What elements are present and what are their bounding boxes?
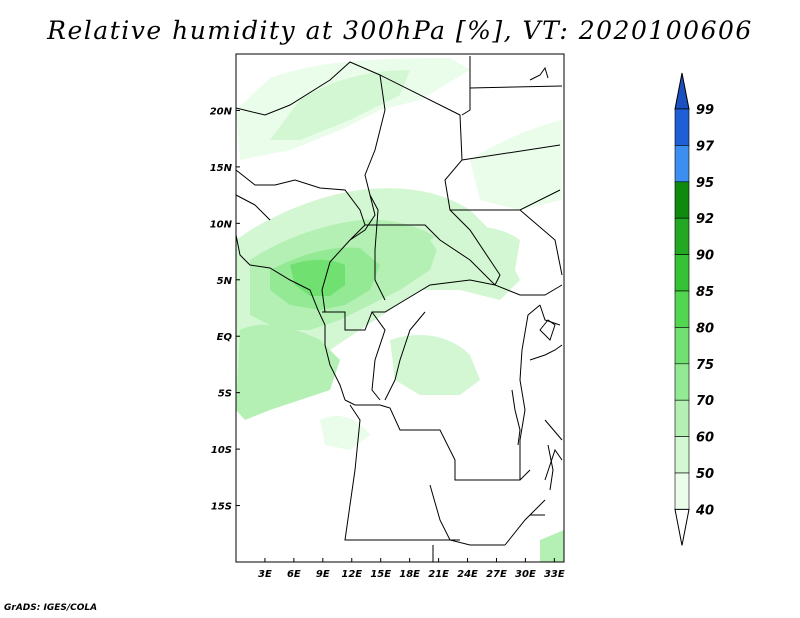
y-tick-label: 15S [211,502,232,513]
chart-title: Relative humidity at 300hPa [%], VT: 202… [47,16,753,45]
shade-south-west [236,324,340,420]
colorbar-label: 95 [696,176,714,191]
shade-central-south [390,335,480,395]
shade-east-patch [430,226,520,280]
colorbar-label: 80 [696,321,714,336]
border-line-16 [344,404,460,541]
country-borders [236,56,563,562]
colorbar-label: 85 [696,285,714,300]
border-line-7 [519,209,563,276]
border-line-5 [461,144,561,161]
colorbar-segment [674,217,690,255]
y-tick-label: 15N [210,163,233,174]
colorbar-label: 60 [696,431,714,446]
x-tick-label: 9E [316,569,330,580]
colorbar-segment [674,290,690,328]
border-ne-island [529,66,549,81]
colorbar-segment [674,399,690,437]
y-tick-label: EQ [217,332,233,343]
x-tick-label: 21E [428,569,449,580]
y-tick-label: 10S [211,445,232,456]
border-line-19 [519,304,541,480]
x-tick-label: 6E [287,569,301,580]
border-line-8 [236,169,366,313]
x-axis: 3E 6E 9E 12E 15E 18E 21E 24E 27E 30E 33E [258,558,565,580]
colorbar-bottom-arrow [674,508,690,546]
colorbar-label: 70 [696,394,714,409]
y-tick-label: 10N [210,219,233,230]
shade-northeast [470,120,562,210]
colorbar-label: 99 [696,103,714,118]
colorbar: 99 97 95 92 90 85 80 75 70 60 50 40 [674,72,715,546]
border-line-14 [384,311,426,401]
border-line-4 [469,85,563,89]
colorbar-label: 50 [696,467,714,482]
x-tick-label: 27E [486,569,507,580]
y-tick-label: 5S [218,389,232,400]
border-line-17 [429,484,505,546]
credit-text: GrADS: IGES/COLA [4,603,98,613]
shade-southeast-corner [540,530,564,562]
border-line-9 [236,194,271,221]
y-axis: 20N 15N 10N 5N EQ 5S 10S 15S [210,106,240,513]
colorbar-segment [674,327,690,365]
colorbar-label: 97 [696,139,715,154]
colorbar-segment [674,472,690,510]
colorbar-label: 40 [695,503,714,518]
x-tick-label: 18E [399,569,420,580]
border-line-13 [371,311,386,401]
colorbar-segment [674,363,690,401]
colorbar-segment [674,108,690,146]
colorbar-segment [674,436,690,474]
border-line-10 [365,224,563,296]
lake-east-1 [511,389,521,446]
border-line-12 [322,279,496,331]
border-line-15 [344,399,531,481]
border-line-23 [544,448,563,481]
shade-north-inner [270,70,410,140]
coast-line-west [236,234,346,401]
border-line-22 [544,419,563,441]
y-tick-label: 5N [217,276,233,287]
colorbar-segment [674,254,690,292]
colorbar-label: 75 [696,358,714,373]
x-tick-label: 30E [515,569,536,580]
border-line-18 [504,499,546,546]
x-tick-label: 3E [258,569,272,580]
border-line-21 [529,344,563,361]
shade-south-patch [320,415,370,450]
colorbar-label: 90 [696,249,714,264]
border-line-1 [236,61,386,241]
x-tick-label: 15E [370,569,391,580]
lake-east-2 [539,319,556,341]
lake-east-3 [547,444,554,491]
colorbar-top-arrow [674,72,690,110]
border-line-3 [461,56,471,116]
x-tick-label: 12E [341,569,362,580]
x-tick-label: 24E [457,569,478,580]
humidity-shading [236,58,564,562]
colorbar-segment [674,145,690,183]
map-frame [235,53,565,563]
colorbar-label: 92 [696,212,714,227]
border-line-11 [369,194,386,301]
y-tick-label: 20N [210,106,233,117]
colorbar-segment [674,181,690,219]
x-tick-label: 33E [544,569,565,580]
border-line-20 [539,304,561,326]
